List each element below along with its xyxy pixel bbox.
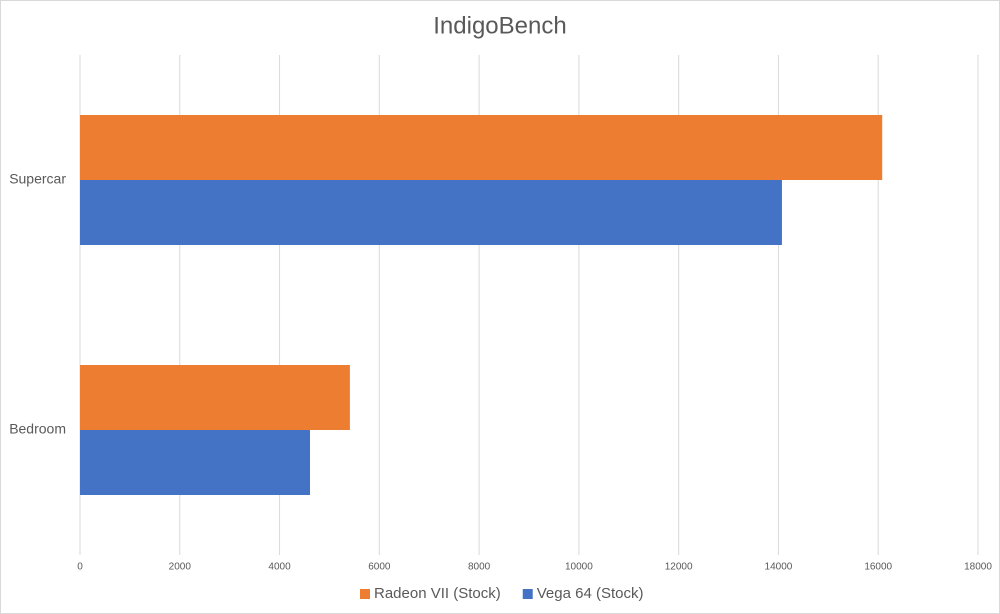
bar	[80, 115, 883, 180]
legend-label: Radeon VII (Stock)	[374, 585, 501, 602]
legend-swatch	[522, 589, 533, 599]
x-tick-label: 10000	[565, 562, 593, 573]
x-tick-label: 2000	[169, 562, 192, 573]
x-tick-label: 14000	[765, 562, 793, 573]
legend-label: Vega 64 (Stock)	[537, 585, 644, 602]
x-tick-label: 6000	[368, 562, 391, 573]
y-tick-label: Supercar	[9, 171, 66, 187]
chart-title: IndigoBench	[433, 12, 566, 39]
x-tick-label: 0	[77, 562, 83, 573]
x-tick-label: 12000	[665, 562, 693, 573]
bar	[80, 180, 782, 245]
x-tick-label: 16000	[864, 562, 892, 573]
x-tick-label: 18000	[964, 562, 992, 573]
bar	[80, 365, 350, 430]
y-tick-label: Bedroom	[9, 421, 66, 437]
x-tick-label: 8000	[468, 562, 491, 573]
x-tick-label: 4000	[268, 562, 291, 573]
bar	[80, 430, 310, 495]
legend-swatch	[360, 589, 370, 599]
